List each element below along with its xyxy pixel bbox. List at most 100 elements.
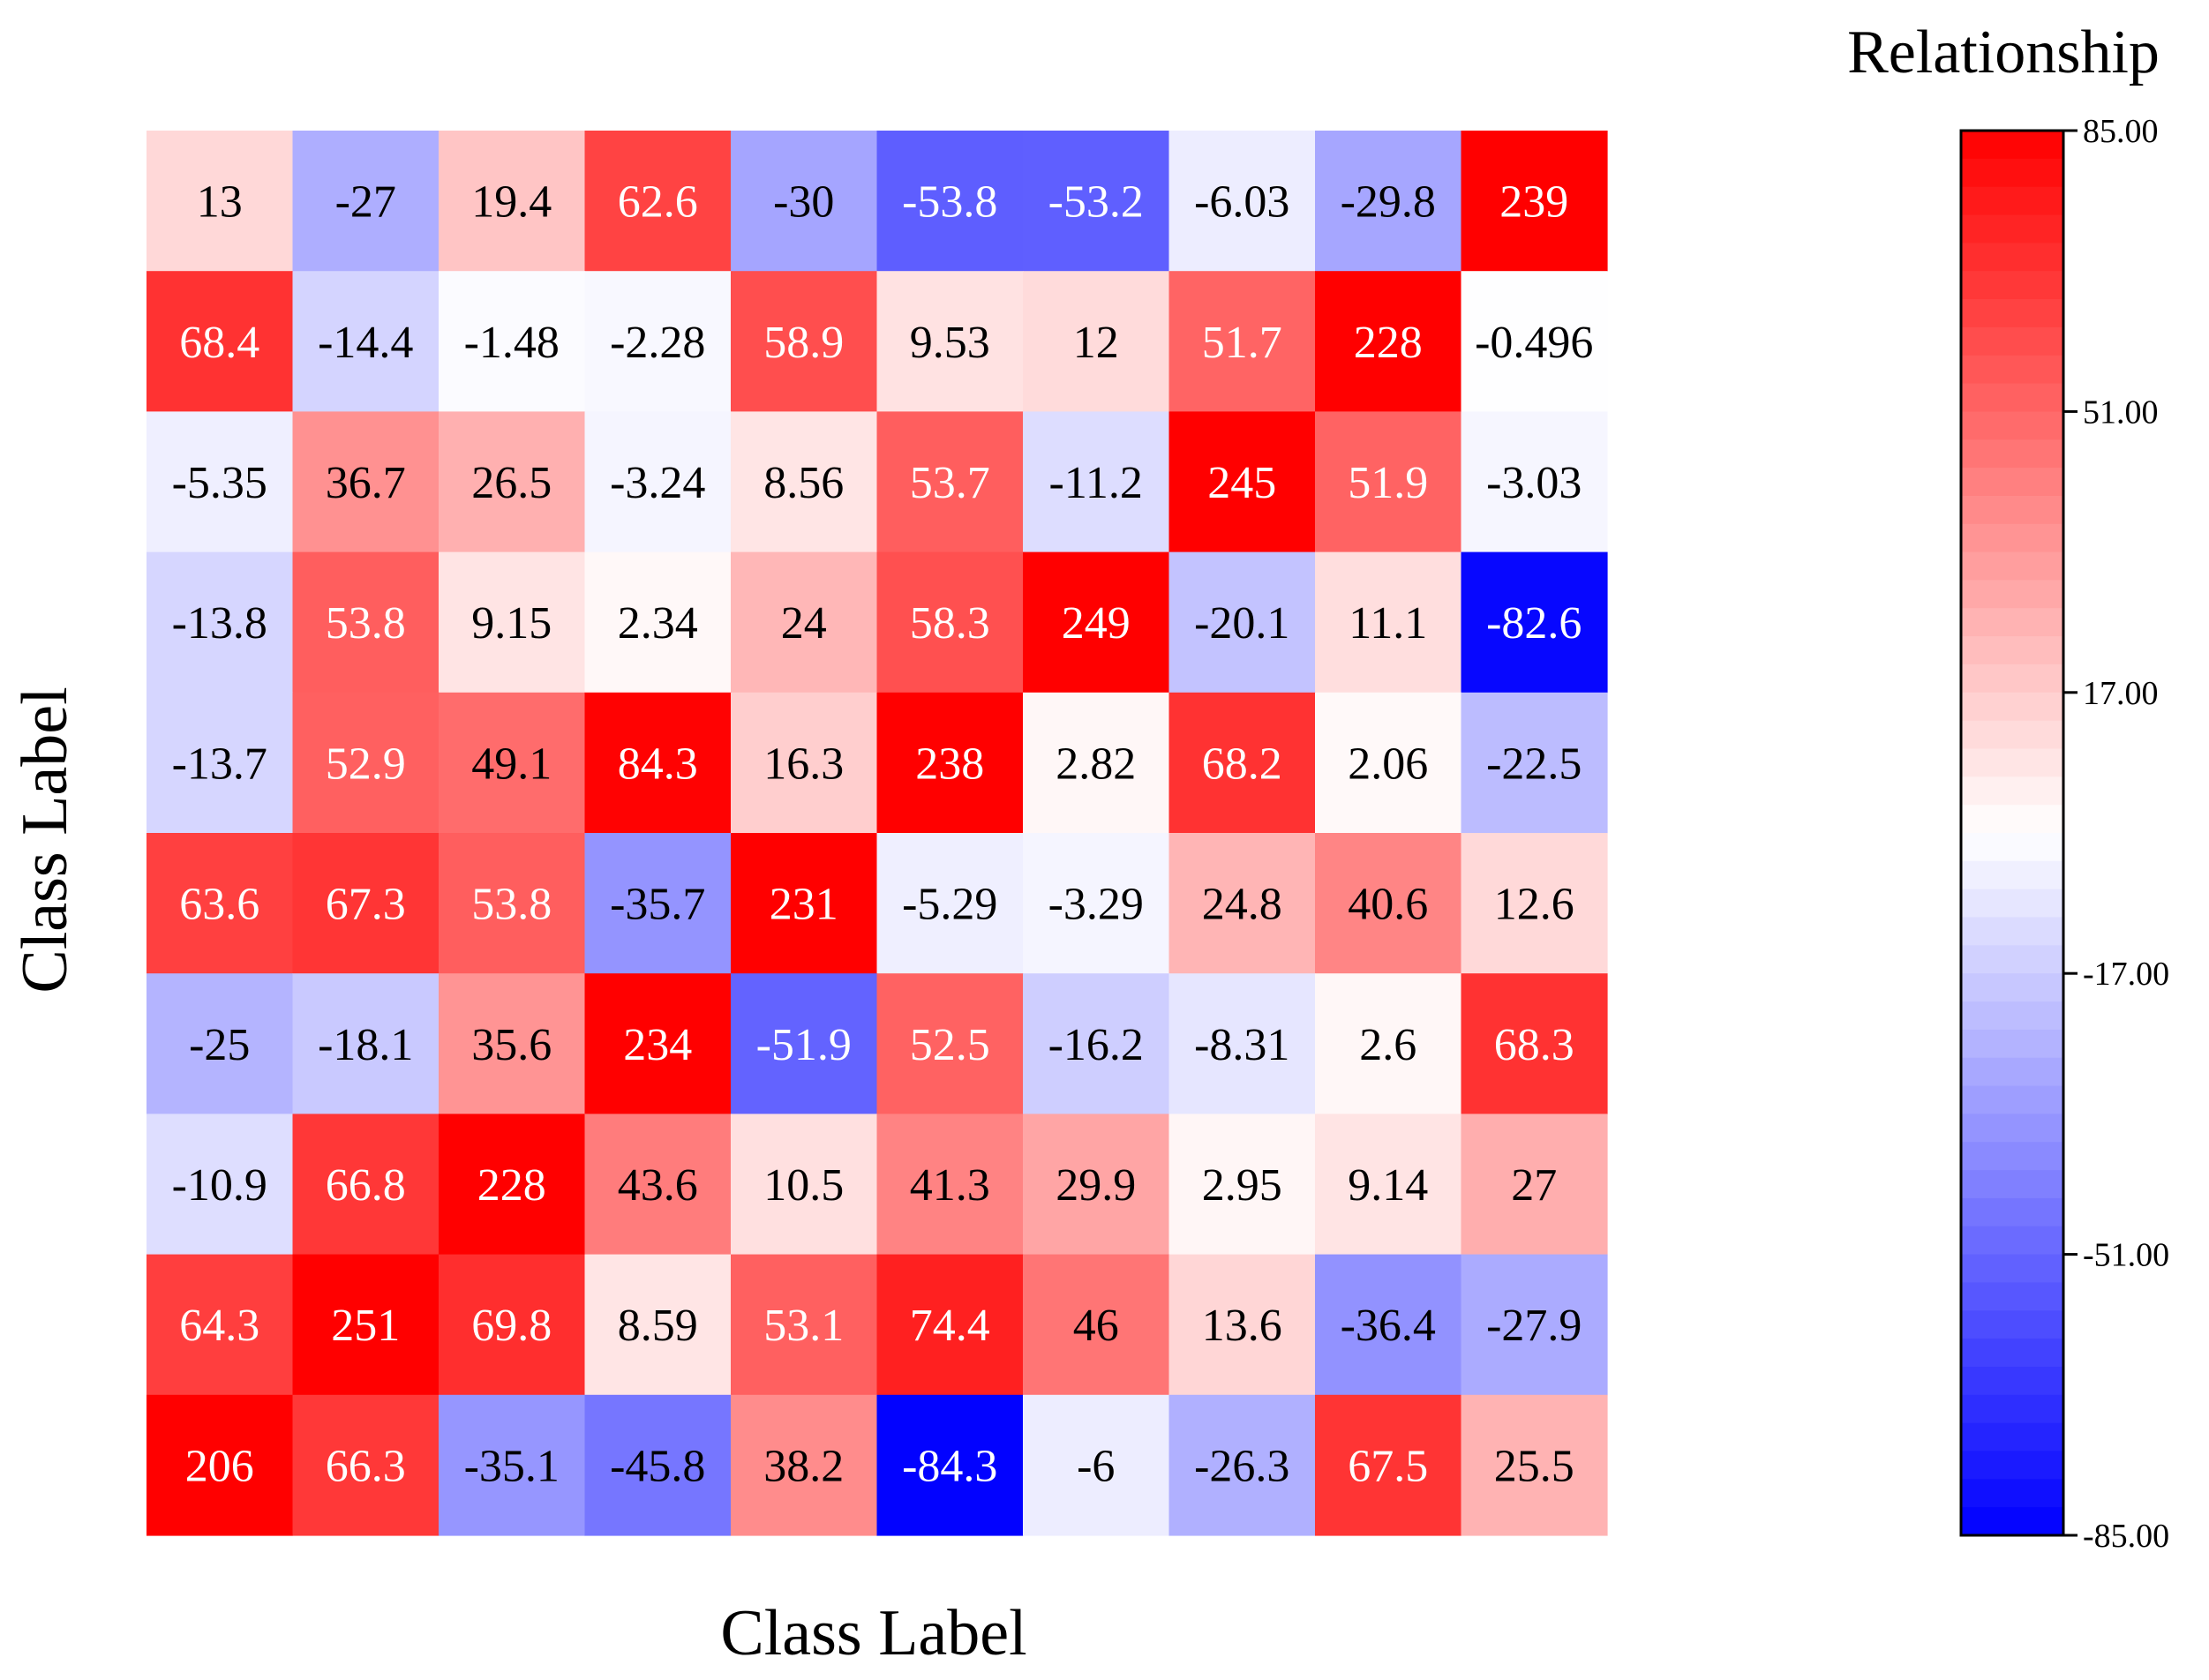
heatmap-cell-value: 10.5 bbox=[763, 1160, 844, 1211]
heatmap-cell bbox=[1168, 1254, 1316, 1396]
heatmap-cell-value: -13.7 bbox=[172, 739, 267, 789]
heatmap-cell-value: -51.9 bbox=[756, 1020, 852, 1070]
heatmap-cell bbox=[439, 411, 586, 553]
heatmap-cell bbox=[731, 411, 878, 553]
heatmap-cell-value: 52.5 bbox=[910, 1020, 990, 1070]
heatmap-cell-value: 84.3 bbox=[618, 739, 698, 789]
colorbar-band bbox=[1961, 243, 2063, 272]
heatmap-cell-value: 2.34 bbox=[618, 598, 698, 649]
heatmap-cell-value: -22.5 bbox=[1486, 739, 1582, 789]
heatmap-cell bbox=[147, 411, 294, 553]
heatmap-cell-value: -16.2 bbox=[1048, 1020, 1144, 1070]
heatmap-cell-value: 238 bbox=[915, 739, 984, 789]
heatmap-cell-value: 46 bbox=[1073, 1301, 1119, 1351]
colorbar-band bbox=[1961, 1142, 2063, 1171]
heatmap-cell bbox=[876, 1254, 1024, 1396]
heatmap-cell-value: -82.6 bbox=[1486, 598, 1582, 649]
heatmap-cell bbox=[1023, 1114, 1170, 1256]
colorbar-band bbox=[1961, 1339, 2063, 1368]
heatmap-cell bbox=[1461, 1254, 1608, 1396]
heatmap-cell-value: 251 bbox=[331, 1301, 400, 1351]
heatmap-cell-value: 2.06 bbox=[1348, 739, 1428, 789]
colorbar bbox=[1959, 129, 2065, 1537]
heatmap-cell bbox=[1315, 973, 1462, 1114]
heatmap-cell bbox=[1461, 1114, 1608, 1256]
colorbar-band bbox=[1961, 805, 2063, 834]
heatmap-cell bbox=[147, 1114, 294, 1256]
heatmap-cell bbox=[876, 131, 1024, 272]
heatmap-cell bbox=[292, 411, 440, 553]
colorbar-band bbox=[1961, 158, 2063, 188]
heatmap-cell-value: 52.9 bbox=[326, 739, 406, 789]
colorbar-band bbox=[1961, 1226, 2063, 1256]
heatmap-cell bbox=[1023, 973, 1170, 1114]
heatmap-cell bbox=[1315, 131, 1462, 272]
heatmap-cell-value: -35.1 bbox=[464, 1441, 560, 1491]
heatmap-cell bbox=[1168, 692, 1316, 834]
heatmap-cell bbox=[876, 1114, 1024, 1256]
heatmap-cell-value: 29.9 bbox=[1056, 1160, 1136, 1211]
heatmap-cell-value: -5.35 bbox=[172, 458, 267, 508]
heatmap-cell-value: 13.6 bbox=[1202, 1301, 1282, 1351]
colorbar-band bbox=[1961, 299, 2063, 328]
x-axis-label: Class Label bbox=[720, 1597, 1026, 1669]
heatmap-cell-value: -26.3 bbox=[1194, 1441, 1289, 1491]
colorbar-band bbox=[1961, 1451, 2063, 1480]
heatmap-cell bbox=[584, 411, 732, 553]
heatmap-cell-value: 9.53 bbox=[910, 318, 990, 368]
heatmap-cell bbox=[439, 692, 586, 834]
colorbar-band bbox=[1961, 439, 2063, 469]
heatmap-cell bbox=[1023, 411, 1170, 553]
heatmap-cell-value: 62.6 bbox=[618, 177, 698, 228]
heatmap-cell-value: 53.7 bbox=[910, 458, 990, 508]
heatmap-cell-value: 64.3 bbox=[179, 1301, 259, 1351]
colorbar-band bbox=[1961, 945, 2063, 974]
colorbar-band bbox=[1961, 917, 2063, 946]
colorbar-band bbox=[1961, 889, 2063, 919]
heatmap-cell-value: 53.8 bbox=[326, 598, 406, 649]
heatmap-cell-value: 36.7 bbox=[326, 458, 406, 508]
colorbar-band bbox=[1961, 383, 2063, 412]
heatmap-cell-value: 2.6 bbox=[1359, 1020, 1416, 1070]
heatmap-cell bbox=[584, 1254, 732, 1396]
colorbar-ticks: 85.00 51.00 17.00 -17.00 -51.00 -85.00 bbox=[2063, 113, 2169, 1555]
heatmap-cell bbox=[1315, 271, 1462, 412]
heatmap-cell bbox=[1168, 1114, 1316, 1256]
colorbar-band bbox=[1961, 720, 2063, 750]
heatmap-cell bbox=[876, 833, 1024, 974]
colorbar-band bbox=[1961, 1057, 2063, 1087]
heatmap-cell bbox=[292, 1114, 440, 1256]
heatmap-cell-value: 12 bbox=[1073, 318, 1119, 368]
heatmap-cell bbox=[292, 271, 440, 412]
heatmap-cell bbox=[1315, 1254, 1462, 1396]
colorbar-title: Relationship bbox=[1847, 19, 2160, 86]
heatmap-cell bbox=[1023, 551, 1170, 694]
colorbar-band bbox=[1961, 748, 2063, 777]
heatmap-cell-value: -0.496 bbox=[1475, 318, 1593, 368]
heatmap-cell-value: 35.6 bbox=[471, 1020, 552, 1070]
colorbar-band bbox=[1961, 186, 2063, 216]
heatmap-cell-value: 63.6 bbox=[179, 880, 259, 930]
heatmap-cell bbox=[147, 833, 294, 974]
heatmap-cell-value: 41.3 bbox=[910, 1160, 990, 1211]
heatmap-cell bbox=[876, 692, 1024, 834]
heatmap-cell bbox=[584, 973, 732, 1114]
heatmap-cell bbox=[147, 551, 294, 694]
heatmap-cell bbox=[584, 692, 732, 834]
colorbar-band bbox=[1961, 860, 2063, 890]
heatmap-cell-value: 16.3 bbox=[763, 739, 844, 789]
heatmap-cell bbox=[1461, 411, 1608, 553]
heatmap-cell-value: 231 bbox=[770, 880, 838, 930]
heatmap-cell-value: 228 bbox=[1354, 318, 1423, 368]
colorbar-band bbox=[1961, 833, 2063, 862]
colorbar-band bbox=[1961, 776, 2063, 806]
heatmap-cell bbox=[584, 833, 732, 974]
heatmap-cell bbox=[1461, 833, 1608, 974]
heatmap-cell bbox=[292, 692, 440, 834]
heatmap-cell bbox=[147, 131, 294, 272]
heatmap-cell-value: 234 bbox=[623, 1020, 692, 1070]
heatmap-cell-value: 26.5 bbox=[471, 458, 552, 508]
heatmap-cell-value: -3.24 bbox=[610, 458, 705, 508]
heatmap-cell-value: -6.03 bbox=[1194, 177, 1289, 228]
